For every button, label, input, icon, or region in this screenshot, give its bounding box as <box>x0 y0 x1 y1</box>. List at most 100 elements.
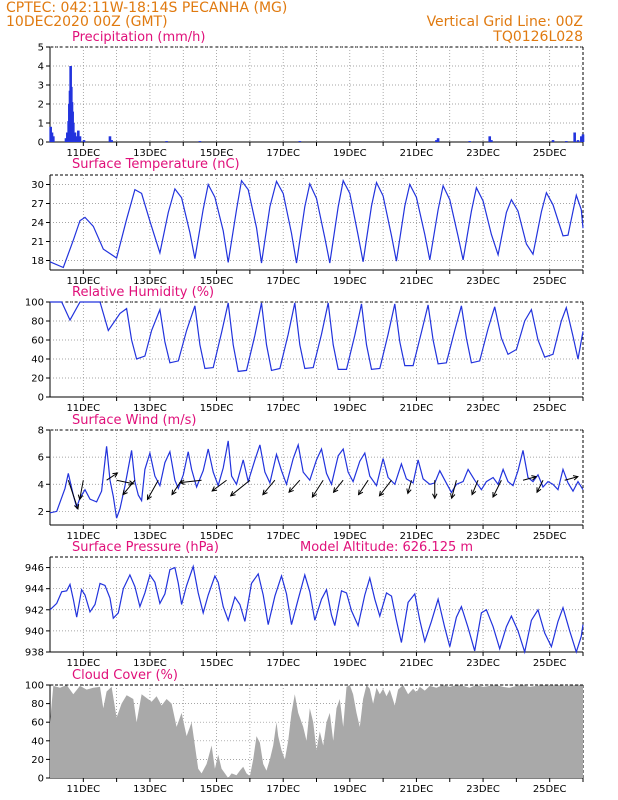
wind-vector-head <box>471 489 477 496</box>
x-tick-label: 13DEC <box>133 276 167 287</box>
panel-4: 2 4 6 8 11DEC 13DEC 15DEC 17DEC 19DEC 21DEC 23DEC 2… <box>38 426 584 542</box>
x-tick-label: 23DEC <box>466 784 500 795</box>
header-model: TQ0126L028 <box>492 29 583 45</box>
pressure-altitude-note: Model Altitude: 626.125 m <box>300 540 473 555</box>
wind-vector-head <box>229 491 236 497</box>
wind-vector-head <box>211 486 218 492</box>
x-tick-label: 21DEC <box>400 403 434 414</box>
y-tick-label: 2 <box>38 507 44 518</box>
y-tick-label: 1 <box>38 119 44 130</box>
y-tick-label: 0 <box>38 393 44 404</box>
wind-vector-shaft <box>116 479 134 485</box>
x-tick-label: 11DEC <box>66 658 100 669</box>
wind-vector-head <box>536 487 542 494</box>
y-tick-label: 0 <box>38 138 44 149</box>
panel-6: 0 20 40 60 80 100 11DEC 13DEC 15DEC 17DEC 19DEC 21D… <box>25 681 584 795</box>
wind-vector <box>450 480 457 500</box>
x-tick-label: 21DEC <box>400 784 434 795</box>
series-line <box>49 564 584 655</box>
x-tick-label: 25DEC <box>533 531 567 542</box>
x-tick-label: 21DEC <box>400 658 434 669</box>
panel-3: 0 20 40 60 80 100 11DEC 13DEC 15DEC 17DEC 19DEC 21D… <box>25 298 584 414</box>
wind-vector-shaft <box>451 480 457 499</box>
wind-vector <box>178 479 202 485</box>
wind-vector-head <box>332 487 339 494</box>
wind-vector-head <box>171 489 177 496</box>
y-tick-label: 5 <box>38 43 44 54</box>
wind-vector-head <box>311 491 317 498</box>
panel-5: 938 940 942 944 946 11DEC 13DEC 15DEC 17DEC 19DEC… <box>25 556 584 669</box>
wind-vector-shaft <box>262 479 276 495</box>
panel-1: 0 1 2 3 4 5 11DEC 13DEC 15DEC 17DEC 19DEC 21DEC 23DE… <box>38 43 585 159</box>
header-grid-line: Vertical Grid Line: 00Z <box>427 14 583 30</box>
wind-vector <box>116 479 135 486</box>
precip-bar <box>72 123 75 142</box>
precipitation-title: Precipitation (mm/h) <box>72 30 205 45</box>
precip-bar <box>436 138 440 142</box>
precip-bar <box>78 136 82 142</box>
wind-vector-head <box>74 503 80 511</box>
y-tick-label: 20 <box>31 374 44 385</box>
y-tick-label: 40 <box>31 355 44 366</box>
precip-bar <box>573 132 576 142</box>
precip-bar <box>580 136 583 142</box>
wind-vector <box>211 479 227 492</box>
wind-vector <box>522 475 538 481</box>
wind-vector-head <box>77 494 84 501</box>
wind-vector <box>311 479 324 498</box>
wind-vector-shaft <box>379 479 392 497</box>
wind-vector <box>122 479 136 496</box>
cloud-cover-area <box>50 685 583 778</box>
precip-bar <box>64 138 68 142</box>
y-tick-label: 60 <box>31 718 44 729</box>
precip-bar <box>551 140 555 142</box>
x-tick-label: 17DEC <box>266 276 300 287</box>
wind-vector-head <box>178 479 185 485</box>
wind-vector-shaft <box>311 479 324 498</box>
wind-title: Surface Wind (m/s) <box>72 413 196 428</box>
x-tick-label: 11DEC <box>66 531 100 542</box>
wind-vector <box>288 479 301 494</box>
precip-bar <box>576 140 580 142</box>
header-location: CPTEC: 042:11W-18:14S PECANHA (MG) <box>6 0 287 16</box>
x-tick-label: 19DEC <box>333 403 367 414</box>
y-tick-label: 60 <box>31 336 44 347</box>
x-tick-label: 17DEC <box>266 148 300 159</box>
series-line <box>49 178 584 269</box>
x-tick-label: 23DEC <box>466 658 500 669</box>
wind-vector-shaft <box>106 472 118 481</box>
temperature-title: Surface Temperature (nC) <box>72 157 240 172</box>
wind-vector-shaft <box>288 479 301 493</box>
x-tick-label: 13DEC <box>133 403 167 414</box>
x-tick-label: 25DEC <box>533 403 567 414</box>
series-line <box>49 440 584 519</box>
x-tick-label: 21DEC <box>400 148 434 159</box>
wind-vector <box>106 472 119 481</box>
wind-vector-shaft <box>211 479 227 492</box>
wind-vector <box>262 479 276 496</box>
wind-vector <box>77 480 84 501</box>
wind-vector <box>564 475 579 481</box>
x-tick-label: 21DEC <box>400 276 434 287</box>
wind-vector-shaft <box>492 479 502 498</box>
y-tick-label: 3 <box>38 81 44 92</box>
x-tick-label: 23DEC <box>466 276 500 287</box>
y-tick-label: 940 <box>25 626 44 637</box>
y-tick-label: 80 <box>31 317 44 328</box>
y-tick-label: 946 <box>25 563 44 574</box>
wind-vector-head <box>146 494 152 501</box>
x-tick-label: 13DEC <box>133 784 167 795</box>
wind-vector-shaft <box>522 476 537 481</box>
x-tick-label: 15DEC <box>200 403 234 414</box>
precip-bar <box>581 134 585 142</box>
y-tick-label: 20 <box>31 755 44 766</box>
wind-vector-shaft <box>67 480 79 510</box>
wind-vector <box>67 480 80 511</box>
header-date: 10DEC2020 00Z (GMT) <box>6 14 168 30</box>
y-tick-label: 8 <box>38 426 44 437</box>
cloud-cover-title: Cloud Cover (%) <box>72 668 178 683</box>
x-tick-label: 25DEC <box>533 148 567 159</box>
precip-bar <box>75 136 78 142</box>
x-tick-label: 19DEC <box>333 148 367 159</box>
